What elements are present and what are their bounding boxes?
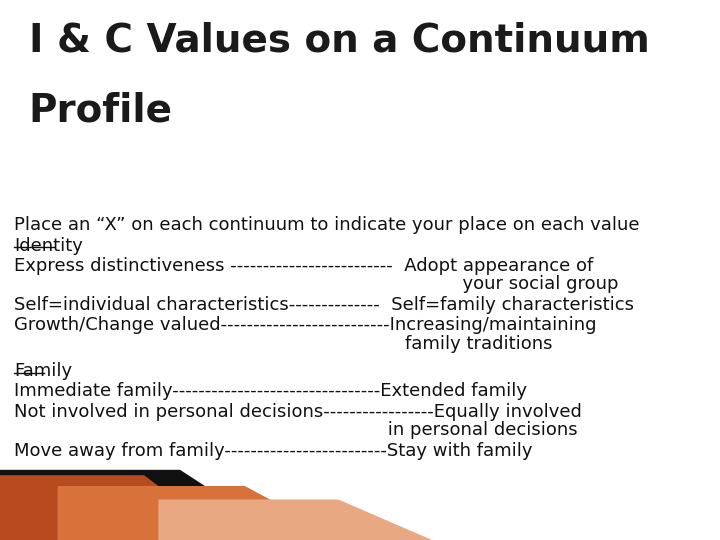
Text: Profile: Profile xyxy=(29,92,173,130)
Polygon shape xyxy=(58,486,346,540)
Text: Immediate family--------------------------------Extended family: Immediate family------------------------… xyxy=(14,382,527,400)
Text: your social group: your social group xyxy=(14,275,619,293)
Polygon shape xyxy=(0,475,230,540)
Text: Identity: Identity xyxy=(14,237,84,254)
Text: Family: Family xyxy=(14,362,73,380)
Text: Self=individual characteristics--------------  Self=family characteristics: Self=individual characteristics---------… xyxy=(14,296,634,314)
Text: Express distinctiveness -------------------------  Adopt appearance of: Express distinctiveness ----------------… xyxy=(14,257,594,275)
Text: Move away from family-------------------------Stay with family: Move away from family-------------------… xyxy=(14,442,533,460)
Text: Not involved in personal decisions-----------------Equally involved: Not involved in personal decisions------… xyxy=(14,403,582,421)
Text: family traditions: family traditions xyxy=(14,335,553,353)
Text: Growth/Change valued--------------------------Increasing/maintaining: Growth/Change valued--------------------… xyxy=(14,316,597,334)
Polygon shape xyxy=(0,470,288,540)
Polygon shape xyxy=(158,500,432,540)
Text: I & C Values on a Continuum: I & C Values on a Continuum xyxy=(29,22,649,59)
Text: Place an “X” on each continuum to indicate your place on each value: Place an “X” on each continuum to indica… xyxy=(14,216,640,234)
Text: in personal decisions: in personal decisions xyxy=(14,421,578,439)
